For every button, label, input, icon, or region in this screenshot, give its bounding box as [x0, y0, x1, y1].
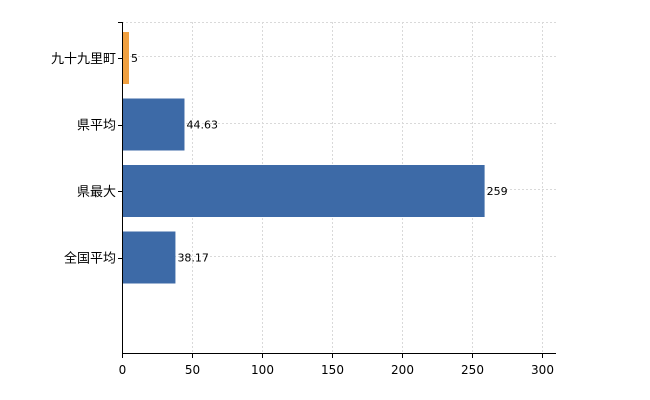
x-tick-label-5: 250	[461, 363, 484, 377]
y-category-label-0: 九十九里町	[51, 52, 116, 67]
x-tick-label-0: 0	[119, 363, 127, 377]
x-tick-label-2: 100	[251, 363, 274, 377]
data-label-0: 5	[131, 52, 138, 65]
bar-0	[122, 32, 129, 84]
bar-2	[122, 165, 485, 217]
y-category-label-3: 全国平均	[64, 251, 116, 267]
y-category-label-1: 県平均	[77, 119, 116, 134]
y-category-label-2: 県最大	[77, 185, 116, 200]
bar-1	[122, 98, 185, 151]
data-label-1: 44.63	[186, 119, 218, 132]
data-label-2: 259	[487, 185, 508, 198]
x-tick-label-6: 300	[531, 363, 554, 377]
bar-3	[122, 231, 176, 284]
bars	[122, 32, 485, 284]
data-label-3: 38.17	[177, 252, 209, 265]
x-tick-label-1: 50	[185, 363, 200, 377]
x-tick-label-4: 200	[391, 363, 414, 377]
x-tick-label-3: 150	[321, 363, 344, 377]
data-labels: 5 44.63 259 38.17	[131, 52, 508, 265]
